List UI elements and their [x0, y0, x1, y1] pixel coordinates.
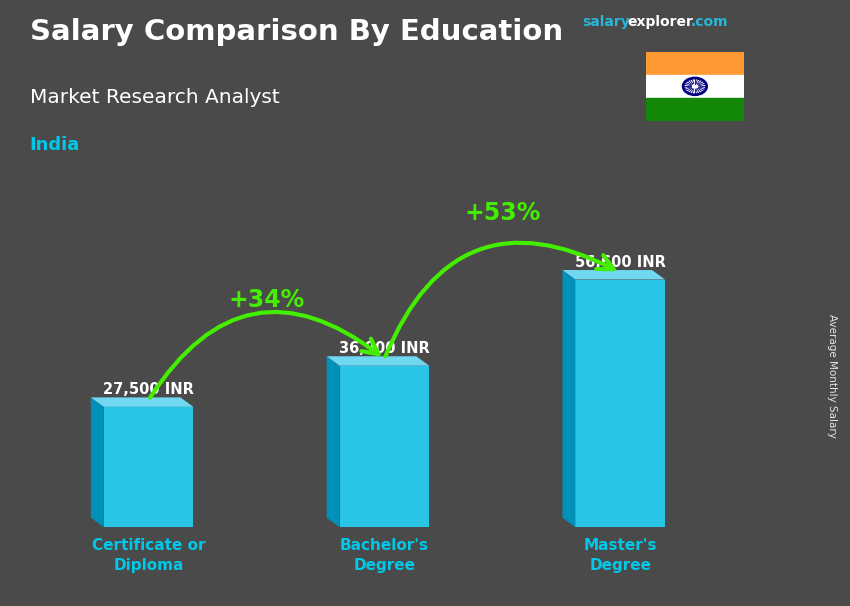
Polygon shape [563, 270, 665, 279]
Text: .com: .com [690, 15, 728, 29]
Polygon shape [326, 356, 340, 527]
FancyBboxPatch shape [575, 279, 665, 527]
Polygon shape [91, 398, 194, 407]
Text: explorer: explorer [627, 15, 693, 29]
Text: +53%: +53% [464, 201, 541, 225]
Bar [646, 75, 744, 98]
Polygon shape [563, 270, 575, 527]
Bar [646, 52, 744, 75]
Text: +34%: +34% [229, 287, 304, 311]
FancyBboxPatch shape [104, 407, 194, 527]
Polygon shape [326, 356, 429, 365]
Text: Average Monthly Salary: Average Monthly Salary [827, 314, 837, 438]
Text: India: India [30, 136, 80, 155]
Text: salary: salary [582, 15, 630, 29]
Text: 27,500 INR: 27,500 INR [103, 382, 194, 398]
FancyBboxPatch shape [340, 365, 429, 527]
Text: 36,900 INR: 36,900 INR [339, 341, 430, 356]
Text: 56,600 INR: 56,600 INR [575, 255, 666, 270]
Bar [646, 98, 744, 121]
Text: Salary Comparison By Education: Salary Comparison By Education [30, 18, 563, 46]
Polygon shape [91, 398, 104, 527]
Text: Market Research Analyst: Market Research Analyst [30, 88, 280, 107]
